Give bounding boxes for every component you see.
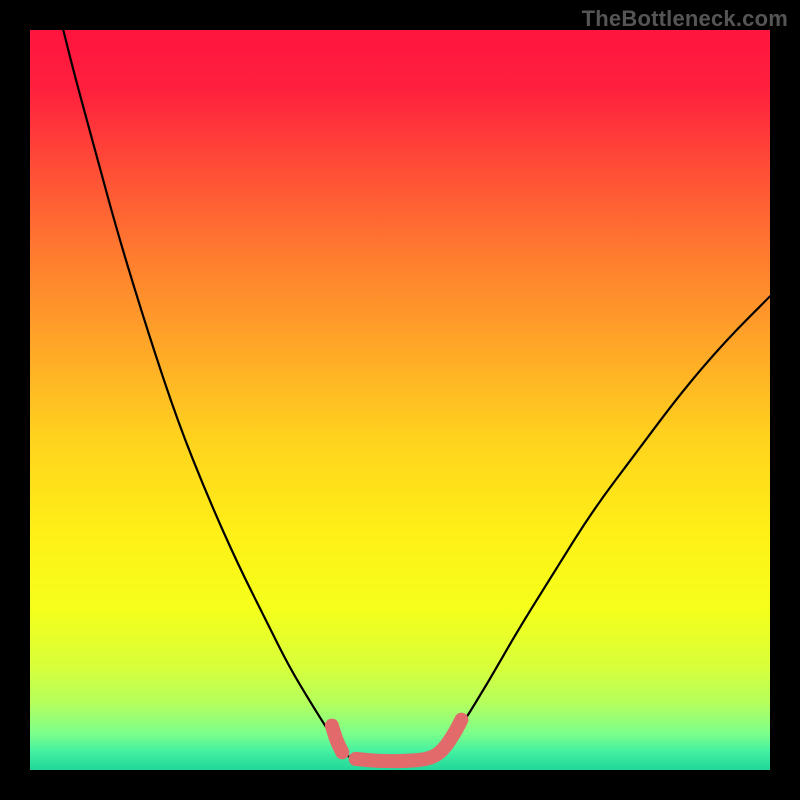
chart-svg <box>0 0 800 800</box>
bottleneck-chart <box>0 0 800 800</box>
watermark-text: TheBottleneck.com <box>582 6 788 32</box>
